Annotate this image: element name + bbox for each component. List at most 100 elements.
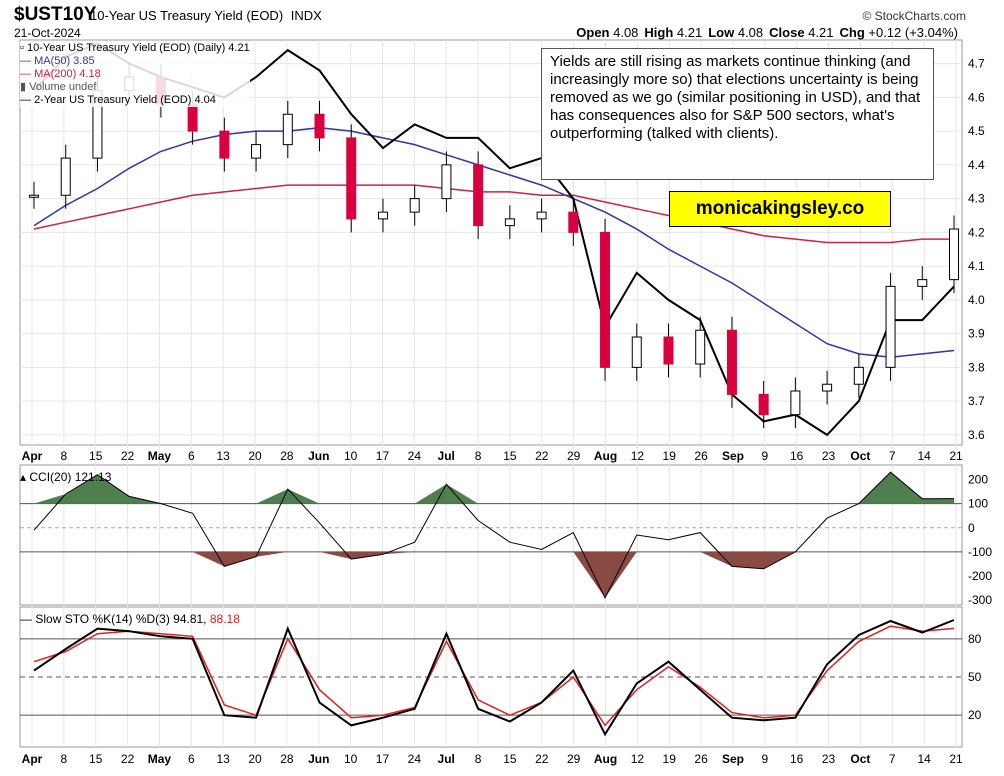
x-tick-label-bottom: 26 xyxy=(694,752,708,766)
candle-body xyxy=(473,164,484,227)
cci-tick-label: 200 xyxy=(968,472,988,486)
x-tick-label-bottom: Oct xyxy=(850,752,870,766)
ohlc-summary: Open 4.08 High 4.21 Low 4.08 Close 4.21 Chg … xyxy=(576,25,964,40)
x-tick-label: 23 xyxy=(822,449,836,463)
sto-d-value: 88.18 xyxy=(209,612,240,626)
sto-d-line xyxy=(33,625,955,727)
x-tick-label-bottom: 29 xyxy=(567,752,581,766)
y-tick-label: 4.7 xyxy=(968,57,985,71)
cci-positive-area xyxy=(34,472,954,504)
x-tick-label-bottom: May xyxy=(148,752,172,766)
exchange-label: INDX xyxy=(290,8,322,23)
ohlc-value-high: 4.21 xyxy=(676,25,703,40)
x-tick-label-bottom: 23 xyxy=(822,752,836,766)
candle-body xyxy=(219,130,230,159)
x-tick-label: 8 xyxy=(475,449,482,463)
x-tick-label-bottom: 19 xyxy=(663,752,677,766)
cci-tick-label: -300 xyxy=(968,593,992,607)
x-tick-label: Aug xyxy=(594,449,617,463)
x-tick-label: 12 xyxy=(631,449,645,463)
ohlc-value-open: 4.08 xyxy=(613,25,639,40)
candle-body xyxy=(758,393,769,416)
cci-tick-label: -100 xyxy=(968,545,992,559)
candle-body xyxy=(917,279,928,287)
y-tick-label: 3.8 xyxy=(968,360,985,374)
x-tick-label-bottom: 6 xyxy=(188,752,195,766)
x-tick-label-bottom: 21 xyxy=(949,752,963,766)
instrument-title: 10-Year US Treasury Yield (EOD) xyxy=(90,8,284,23)
sto-tick-label: 50 xyxy=(968,670,982,684)
x-tick-label: 26 xyxy=(694,449,708,463)
x-tick-label-bottom: Jun xyxy=(308,752,329,766)
candle-body xyxy=(790,390,801,416)
x-tick-label: 15 xyxy=(503,449,517,463)
x-tick-label: Oct xyxy=(850,449,870,463)
watermark-label: monicakingsley.co xyxy=(669,191,891,227)
ohlc-label-chg: Chg xyxy=(839,25,869,40)
candle-body xyxy=(600,231,611,368)
x-tick-label-bottom: 13 xyxy=(216,752,230,766)
y-tick-label: 4.0 xyxy=(968,293,985,307)
candle-body xyxy=(409,198,420,213)
x-tick-label-bottom: Apr xyxy=(22,752,43,766)
candle-body xyxy=(885,285,896,368)
candle-body xyxy=(853,366,864,385)
candle-body xyxy=(60,157,71,196)
y-tick-label: 3.7 xyxy=(968,394,985,408)
cci-tick-label: 100 xyxy=(968,497,988,511)
price-panel-frame xyxy=(19,39,963,446)
x-tick-label: 29 xyxy=(567,449,581,463)
x-tick-label-bottom: 15 xyxy=(503,752,517,766)
instrument-name: 10-Year US Treasury Yield (EOD) INDX xyxy=(90,8,322,23)
candle-body xyxy=(631,336,642,368)
cci-line xyxy=(33,471,955,599)
ohlc-label-open: Open xyxy=(576,25,614,40)
y-tick-label: 4.5 xyxy=(968,124,985,138)
x-tick-label-bottom: 22 xyxy=(121,752,135,766)
cci-tick-label: -200 xyxy=(968,569,992,583)
ohlc-value-low: 4.08 xyxy=(737,25,764,40)
legend-volume: ▮ Volume undef xyxy=(20,81,97,93)
annotation-note: Yields are still rising as markets conti… xyxy=(541,48,934,180)
x-tick-label: Jun xyxy=(308,449,329,463)
x-tick-label: 14 xyxy=(917,449,931,463)
candle-body xyxy=(695,329,706,365)
y-tick-label: 4.2 xyxy=(968,225,985,239)
x-tick-label-bottom: 16 xyxy=(790,752,804,766)
y-tick-label: 4.1 xyxy=(968,259,985,273)
x-tick-label-bottom: 8 xyxy=(475,752,482,766)
x-tick-label: 17 xyxy=(376,449,390,463)
x-tick-label: Apr xyxy=(22,449,43,463)
candle-body xyxy=(536,211,547,220)
y-tick-label: 3.9 xyxy=(968,327,985,341)
ohlc-value-chg: +0.12 (+3.04%) xyxy=(868,25,958,40)
x-tick-label-bottom: 24 xyxy=(408,752,422,766)
candle-body xyxy=(282,113,293,146)
x-tick-label: 8 xyxy=(61,449,68,463)
cci-tick-label: 0 xyxy=(968,521,975,535)
candle-body xyxy=(441,164,452,200)
x-tick-label-bottom: 8 xyxy=(61,752,68,766)
x-tick-label: 22 xyxy=(535,449,549,463)
cci-legend: ▴ CCI(20) 121.13 xyxy=(20,470,112,484)
cci-negative-area xyxy=(34,551,954,598)
legend-two-year: — 2-Year US Treasury Yield (EOD) 4.04 xyxy=(20,94,216,106)
legend-ma50: — MA(50) 3.85 xyxy=(20,55,95,67)
x-tick-label: 15 xyxy=(89,449,103,463)
candle-body xyxy=(251,144,262,159)
x-tick-label-bottom: Aug xyxy=(594,752,617,766)
x-tick-label-bottom: 7 xyxy=(889,752,896,766)
sto-tick-label: 20 xyxy=(968,708,982,722)
candle-body xyxy=(377,211,388,220)
ohlc-value-close: 4.21 xyxy=(808,25,834,40)
x-tick-label-bottom: 10 xyxy=(344,752,358,766)
x-tick-label: 6 xyxy=(188,449,195,463)
sto-legend: — Slow STO %K(14) %D(3) 94.81, 88.18 xyxy=(20,612,240,626)
sto-tick-label: 80 xyxy=(968,632,982,646)
x-tick-label-bottom: 20 xyxy=(248,752,262,766)
y-tick-label: 4.4 xyxy=(968,158,985,172)
candle-body xyxy=(29,194,39,198)
ticker-symbol: $UST10Y xyxy=(14,4,97,25)
